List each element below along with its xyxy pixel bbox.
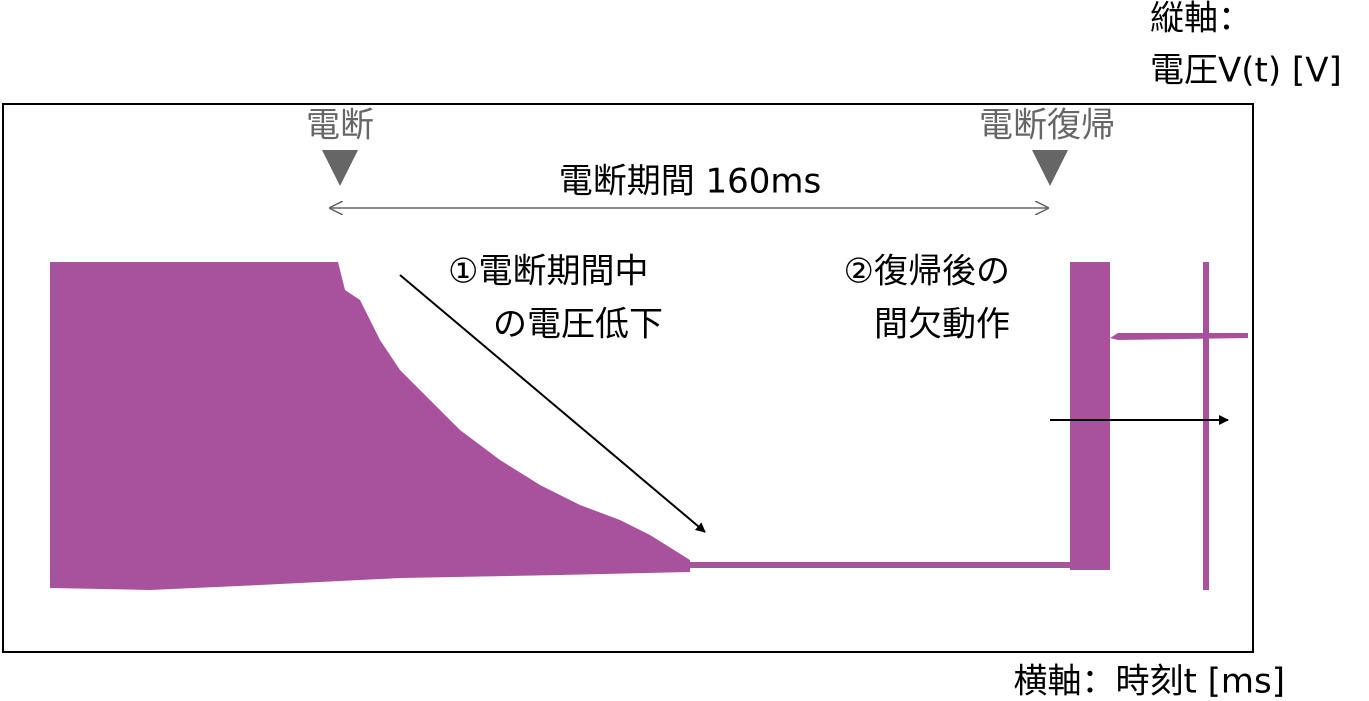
note-line: の電圧低下 (493, 305, 663, 345)
waveform-before (50, 262, 690, 590)
note-line: 間欠動作 (874, 305, 1010, 345)
recovery-marker (1032, 150, 1068, 186)
v-axis-label: 縦軸： (1150, 0, 1252, 39)
waveform-off (685, 562, 1072, 568)
frame (2, 103, 1254, 653)
cutoff-label: 電断 (306, 106, 374, 146)
h-axis-label: 横軸：時刻t [ms] (1013, 662, 1285, 701)
cutoff-marker (322, 150, 358, 186)
drop-arrow (399, 274, 706, 533)
note-line: ②復帰後の (844, 252, 1010, 292)
period-label: 電断期間 160ms (559, 162, 822, 202)
waveform-spike (1203, 262, 1209, 590)
note-line: ①電断期間中 (448, 252, 648, 292)
v-axis-label: 電圧V(t) [V] (1150, 51, 1342, 91)
recovery-label: 電断復帰 (979, 106, 1115, 146)
waveform-after (1110, 333, 1248, 340)
waveform-burst (1070, 262, 1110, 570)
